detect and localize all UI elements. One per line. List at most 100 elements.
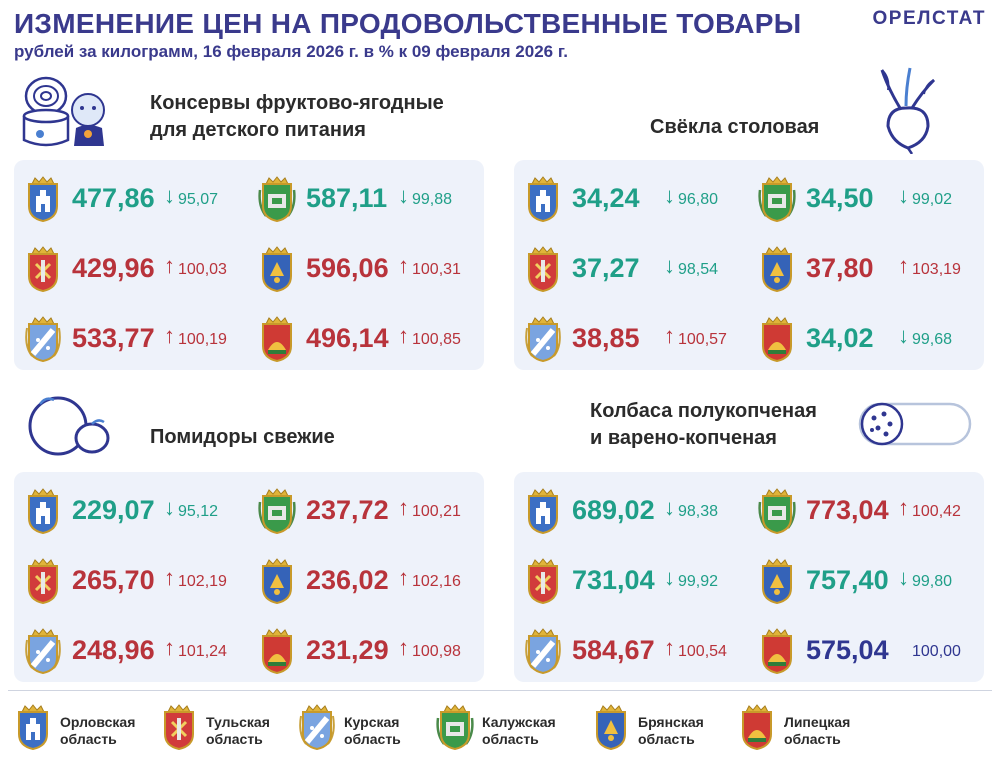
price-index: 99,80 — [912, 573, 953, 590]
arrow-up-icon: ↑ — [898, 495, 909, 520]
arrow-down-icon: ↓ — [898, 183, 909, 208]
price-panel-sausage: 689,02 ↓ 98,38 773,04 ↑ 100,42 731,04 ↓ 99,92 757… — [514, 472, 984, 682]
legend-label-line: Орловская — [60, 714, 136, 730]
arrow-up-icon: ↑ — [398, 495, 409, 520]
price-cell-tula: 429,96 ↑ 100,03 — [24, 238, 249, 298]
price-cell-tula: 37,27 ↓ 98,54 — [524, 238, 749, 298]
coat-of-arms-kursk-icon — [25, 316, 61, 362]
category-title-tomatoes: Помидоры свежие — [150, 424, 335, 451]
price-value: 533,77 — [72, 323, 155, 353]
coat-of-arms-orel-icon — [28, 488, 58, 534]
legend-label-line: Брянская — [638, 714, 704, 730]
baby-food-jar-icon — [22, 76, 105, 147]
coat-of-arms-orel-icon — [528, 488, 558, 534]
coat-of-arms-tula-icon — [528, 246, 558, 292]
arrow-up-icon: ↑ — [164, 253, 175, 278]
category-title-line: для детского питания — [150, 119, 366, 141]
page-title: ИЗМЕНЕНИЕ ЦЕН НА ПРОДОВОЛЬСТВЕННЫЕ ТОВАР… — [14, 8, 802, 39]
beetroot-icon — [880, 67, 936, 154]
price-index: 102,19 — [178, 573, 227, 590]
price-index: 98,54 — [678, 261, 719, 278]
coat-of-arms-lipetsk-icon — [742, 704, 772, 750]
price-value: 248,96 — [72, 635, 155, 665]
price-cell-bryansk: 757,40 ↓ 99,80 — [758, 550, 983, 610]
price-value: 38,85 — [572, 323, 640, 353]
price-index: 99,68 — [912, 331, 953, 348]
legend-label: Калужская область — [482, 714, 556, 748]
coat-of-arms-orel-icon — [28, 176, 58, 222]
price-index: 100,54 — [678, 643, 727, 660]
legend-label: Тульская область — [206, 714, 270, 748]
legend-label-line: область — [482, 731, 539, 747]
coat-of-arms-kursk-icon — [299, 704, 335, 750]
legend-label-line: область — [206, 731, 263, 747]
arrow-down-icon: ↓ — [664, 253, 675, 278]
legend-label: Липецкая область — [784, 714, 850, 748]
coat-of-arms-lipetsk-icon — [262, 628, 292, 674]
category-title-sausage: Колбаса полукопченая и варено-копченая — [590, 398, 817, 452]
price-index: 100,03 — [178, 261, 227, 278]
price-index: 95,07 — [178, 191, 219, 208]
arrow-down-icon: ↓ — [664, 183, 675, 208]
category-title-line: Колбаса полукопченая — [590, 400, 817, 422]
arrow-down-icon: ↓ — [898, 565, 909, 590]
legend-label-line: Калужская — [482, 714, 556, 730]
price-cell-kaluga: 34,50 ↓ 99,02 — [758, 168, 983, 228]
coat-of-arms-tula-icon — [28, 246, 58, 292]
price-cell-tula: 731,04 ↓ 99,92 — [524, 550, 749, 610]
price-value: 731,04 — [572, 565, 655, 595]
arrow-up-icon: ↑ — [664, 323, 675, 348]
coat-of-arms-orel-icon — [528, 176, 558, 222]
price-value: 34,24 — [572, 183, 640, 213]
price-value: 34,02 — [806, 323, 874, 353]
price-value: 231,29 — [306, 635, 389, 665]
price-cell-lipetsk: 575,04 100,00 — [758, 620, 983, 680]
price-cell-kursk: 248,96 ↑ 101,24 — [24, 620, 249, 680]
price-value: 757,40 — [806, 565, 889, 595]
arrow-up-icon: ↑ — [398, 565, 409, 590]
legend-label: Курская область — [344, 714, 401, 748]
price-index: 98,38 — [678, 503, 719, 520]
price-index: 99,02 — [912, 191, 953, 208]
coat-of-arms-tula-icon — [528, 558, 558, 604]
price-cell-kaluga: 237,72 ↑ 100,21 — [258, 480, 483, 540]
price-cell-orel: 689,02 ↓ 98,38 — [524, 480, 749, 540]
coat-of-arms-lipetsk-icon — [762, 628, 792, 674]
category-title-line: Помидоры свежие — [150, 426, 335, 448]
price-panel-canned-fruit: 477,86 ↓ 95,07 587,11 ↓ 99,88 429,96 ↑ 100,03 596… — [14, 160, 484, 370]
coat-of-arms-bryansk-icon — [762, 558, 792, 604]
arrow-up-icon: ↑ — [398, 253, 409, 278]
category-title-canned-fruit: Консервы фруктово-ягодные для детского п… — [150, 90, 444, 144]
price-value: 34,50 — [806, 183, 874, 213]
price-cell-kaluga: 587,11 ↓ 99,88 — [258, 168, 483, 228]
price-value: 689,02 — [572, 495, 655, 525]
price-cell-kursk: 584,67 ↑ 100,54 — [524, 620, 749, 680]
price-cell-bryansk: 37,80 ↑ 103,19 — [758, 238, 983, 298]
price-cell-tula: 265,70 ↑ 102,19 — [24, 550, 249, 610]
coat-of-arms-lipetsk-icon — [762, 316, 792, 362]
price-value: 575,04 — [806, 635, 889, 665]
price-cell-bryansk: 236,02 ↑ 102,16 — [258, 550, 483, 610]
arrow-up-icon: ↑ — [164, 323, 175, 348]
coat-of-arms-tula-icon — [28, 558, 58, 604]
price-value: 584,67 — [572, 635, 655, 665]
price-cell-bryansk: 596,06 ↑ 100,31 — [258, 238, 483, 298]
price-value: 587,11 — [306, 183, 388, 213]
price-value: 773,04 — [806, 495, 889, 525]
price-index: 101,24 — [178, 643, 227, 660]
price-cell-lipetsk: 34,02 ↓ 99,68 — [758, 308, 983, 368]
legend-divider — [8, 690, 992, 691]
price-value: 37,80 — [806, 253, 874, 283]
price-value: 37,27 — [572, 253, 640, 283]
coat-of-arms-kaluga-icon — [758, 488, 796, 534]
coat-of-arms-kaluga-icon — [258, 488, 296, 534]
price-index: 96,80 — [678, 191, 719, 208]
price-value: 237,72 — [306, 495, 389, 525]
coat-of-arms-lipetsk-icon — [262, 316, 292, 362]
price-value: 229,07 — [72, 495, 155, 525]
coat-of-arms-kaluga-icon — [436, 704, 474, 750]
arrow-down-icon: ↓ — [664, 565, 675, 590]
price-value: 596,06 — [306, 253, 389, 283]
coat-of-arms-bryansk-icon — [596, 704, 626, 750]
legend-label-line: Курская — [344, 714, 400, 730]
